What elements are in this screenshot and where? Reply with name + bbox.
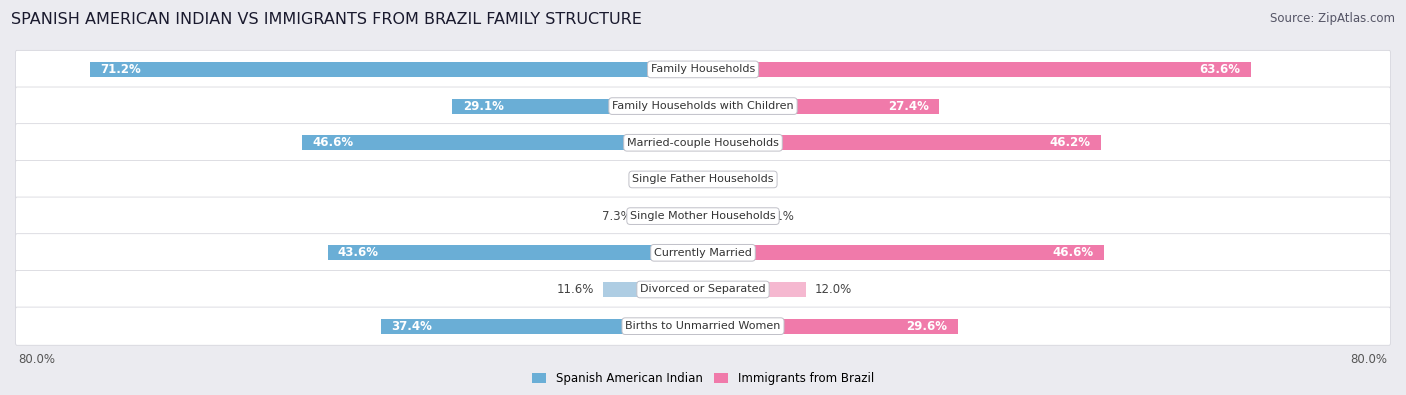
- Bar: [703, 99, 939, 113]
- Text: Currently Married: Currently Married: [654, 248, 752, 258]
- Bar: [703, 319, 957, 334]
- Text: 12.0%: 12.0%: [815, 283, 852, 296]
- Text: Single Mother Households: Single Mother Households: [630, 211, 776, 221]
- Text: Single Father Households: Single Father Households: [633, 175, 773, 184]
- Text: Married-couple Households: Married-couple Households: [627, 138, 779, 148]
- Text: Family Households with Children: Family Households with Children: [612, 101, 794, 111]
- Text: Source: ZipAtlas.com: Source: ZipAtlas.com: [1270, 12, 1395, 25]
- Text: Births to Unmarried Women: Births to Unmarried Women: [626, 321, 780, 331]
- Text: 46.2%: 46.2%: [1049, 136, 1091, 149]
- Bar: [381, 319, 703, 334]
- Bar: [640, 209, 703, 224]
- Bar: [603, 282, 703, 297]
- Text: 43.6%: 43.6%: [337, 246, 378, 259]
- Bar: [453, 99, 703, 113]
- Text: Family Households: Family Households: [651, 64, 755, 74]
- FancyBboxPatch shape: [15, 160, 1391, 199]
- Text: 80.0%: 80.0%: [18, 353, 55, 365]
- Text: 29.1%: 29.1%: [463, 100, 503, 113]
- FancyBboxPatch shape: [15, 124, 1391, 162]
- Bar: [302, 135, 703, 150]
- FancyBboxPatch shape: [15, 307, 1391, 345]
- Text: Divorced or Separated: Divorced or Separated: [640, 284, 766, 295]
- FancyBboxPatch shape: [15, 87, 1391, 125]
- Bar: [328, 245, 703, 260]
- FancyBboxPatch shape: [15, 234, 1391, 272]
- Text: 2.9%: 2.9%: [640, 173, 669, 186]
- Bar: [703, 172, 721, 187]
- Text: 7.3%: 7.3%: [602, 210, 631, 223]
- Text: 46.6%: 46.6%: [1053, 246, 1094, 259]
- Text: 37.4%: 37.4%: [391, 320, 432, 333]
- Bar: [678, 172, 703, 187]
- Text: 63.6%: 63.6%: [1199, 63, 1240, 76]
- FancyBboxPatch shape: [15, 50, 1391, 88]
- FancyBboxPatch shape: [15, 271, 1391, 308]
- Text: 71.2%: 71.2%: [100, 63, 141, 76]
- FancyBboxPatch shape: [15, 197, 1391, 235]
- Text: 27.4%: 27.4%: [887, 100, 928, 113]
- Bar: [703, 135, 1101, 150]
- Text: 11.6%: 11.6%: [557, 283, 595, 296]
- Text: 46.6%: 46.6%: [312, 136, 353, 149]
- Text: 6.1%: 6.1%: [763, 210, 794, 223]
- Bar: [703, 209, 755, 224]
- Text: 29.6%: 29.6%: [907, 320, 948, 333]
- Bar: [703, 282, 807, 297]
- Bar: [90, 62, 703, 77]
- Text: 80.0%: 80.0%: [1351, 353, 1388, 365]
- Bar: [703, 245, 1104, 260]
- Text: 2.2%: 2.2%: [731, 173, 761, 186]
- Bar: [703, 62, 1251, 77]
- Legend: Spanish American Indian, Immigrants from Brazil: Spanish American Indian, Immigrants from…: [527, 367, 879, 389]
- Text: SPANISH AMERICAN INDIAN VS IMMIGRANTS FROM BRAZIL FAMILY STRUCTURE: SPANISH AMERICAN INDIAN VS IMMIGRANTS FR…: [11, 12, 643, 27]
